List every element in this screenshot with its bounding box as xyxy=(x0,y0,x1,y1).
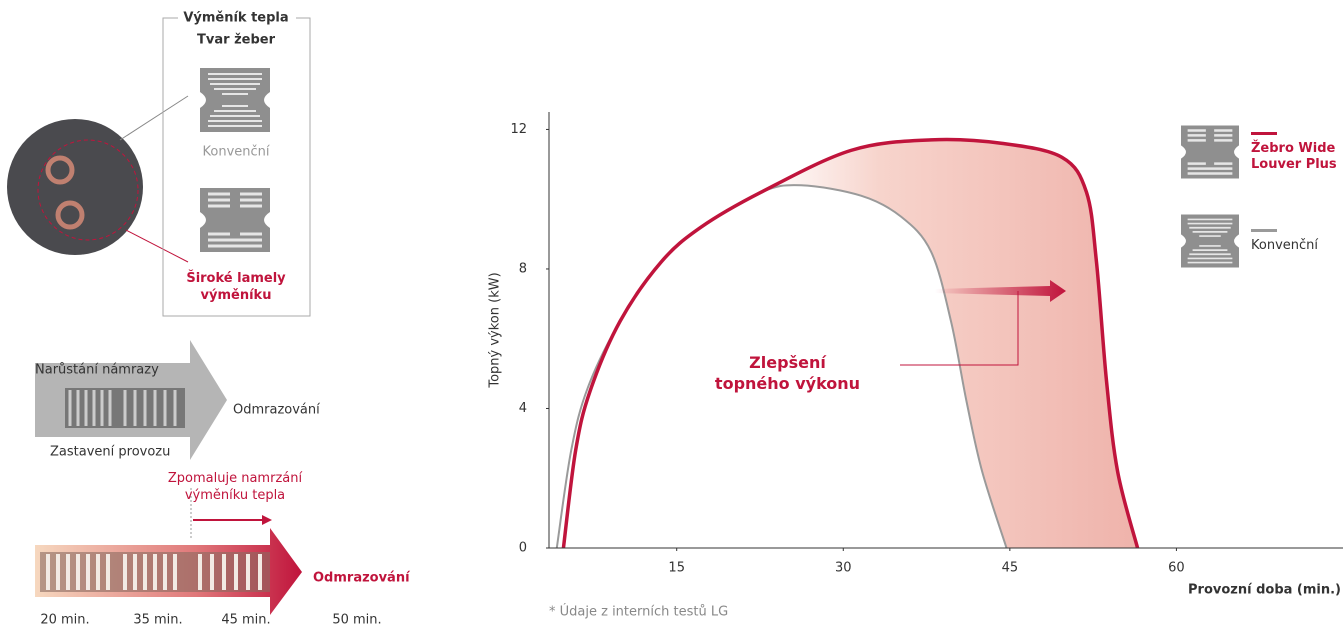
chart: 0 4 8 12 15 30 45 60 xyxy=(510,112,1343,576)
tube xyxy=(45,155,75,185)
x-tick-label: 45 xyxy=(1002,561,1019,576)
time-label: 35 min. xyxy=(133,613,182,627)
annotation: Zlepšení topného výkonu xyxy=(714,353,861,393)
frost-result: Odmrazování xyxy=(233,403,320,418)
fin-icon xyxy=(198,68,272,132)
frost-texture xyxy=(46,554,262,590)
legend-swatch xyxy=(1251,228,1277,232)
y-tick-label: 4 xyxy=(519,401,527,416)
frost-label: Zastavení provozu xyxy=(50,445,170,460)
photo xyxy=(7,119,143,255)
frost-label: Narůstání námrazy xyxy=(35,363,159,378)
fin-label: Široké lamely výměníku xyxy=(186,271,286,303)
time-label: 20 min. xyxy=(40,613,89,627)
legend: Žebro Wide Louver Plus Konvenční xyxy=(1181,125,1341,303)
time-label: 50 min. xyxy=(332,613,381,627)
time-label: 45 min. xyxy=(221,613,270,627)
x-axis-title: Provozní doba (min.) xyxy=(1188,583,1341,598)
x-tick-label: 15 xyxy=(668,561,685,576)
focus-ring xyxy=(37,139,139,241)
frost-texture xyxy=(68,390,177,426)
y-tick-label: 8 xyxy=(519,261,527,276)
legend-icon xyxy=(1181,214,1239,268)
pointer xyxy=(119,95,189,141)
footnote: * Údaje z interních testů LG xyxy=(549,604,728,620)
fin-label: Konvenční xyxy=(203,145,270,160)
legend-icon xyxy=(1181,125,1239,179)
line xyxy=(555,184,1008,549)
fin-icon xyxy=(198,188,272,252)
legend-label: Konvenční xyxy=(1251,237,1318,253)
title-mask xyxy=(178,8,296,30)
x-tick-label: 30 xyxy=(835,561,852,576)
y-tick-label: 0 xyxy=(519,541,527,556)
improvement-arrow xyxy=(935,280,1066,302)
delay-note: Zpomaluje namrzání výměníku tepla xyxy=(167,471,303,503)
legend-key: Žebro Wide Louver Plus xyxy=(1251,131,1341,173)
line xyxy=(561,137,1140,549)
x-tick-label: 60 xyxy=(1168,561,1185,576)
area xyxy=(556,185,1007,549)
legend-label: Žebro Wide Louver Plus xyxy=(1251,140,1337,172)
tube xyxy=(55,200,85,230)
pointer xyxy=(125,229,189,263)
defrost-result: Odmrazování xyxy=(313,571,411,586)
box-subtitle: Tvar žeber xyxy=(197,33,276,48)
annotation-leader xyxy=(900,291,1019,366)
legend-swatch xyxy=(1251,131,1277,135)
box-title: Výměník tepla xyxy=(183,11,288,26)
legend-key: Konvenční xyxy=(1251,228,1341,254)
delay-arrow-head xyxy=(262,515,272,525)
legend-item: Konvenční xyxy=(1181,214,1341,268)
legend-item: Žebro Wide Louver Plus xyxy=(1181,125,1341,179)
y-axis-title: Topný výkon (kW) xyxy=(488,272,503,388)
y-tick-label: 12 xyxy=(510,122,527,137)
